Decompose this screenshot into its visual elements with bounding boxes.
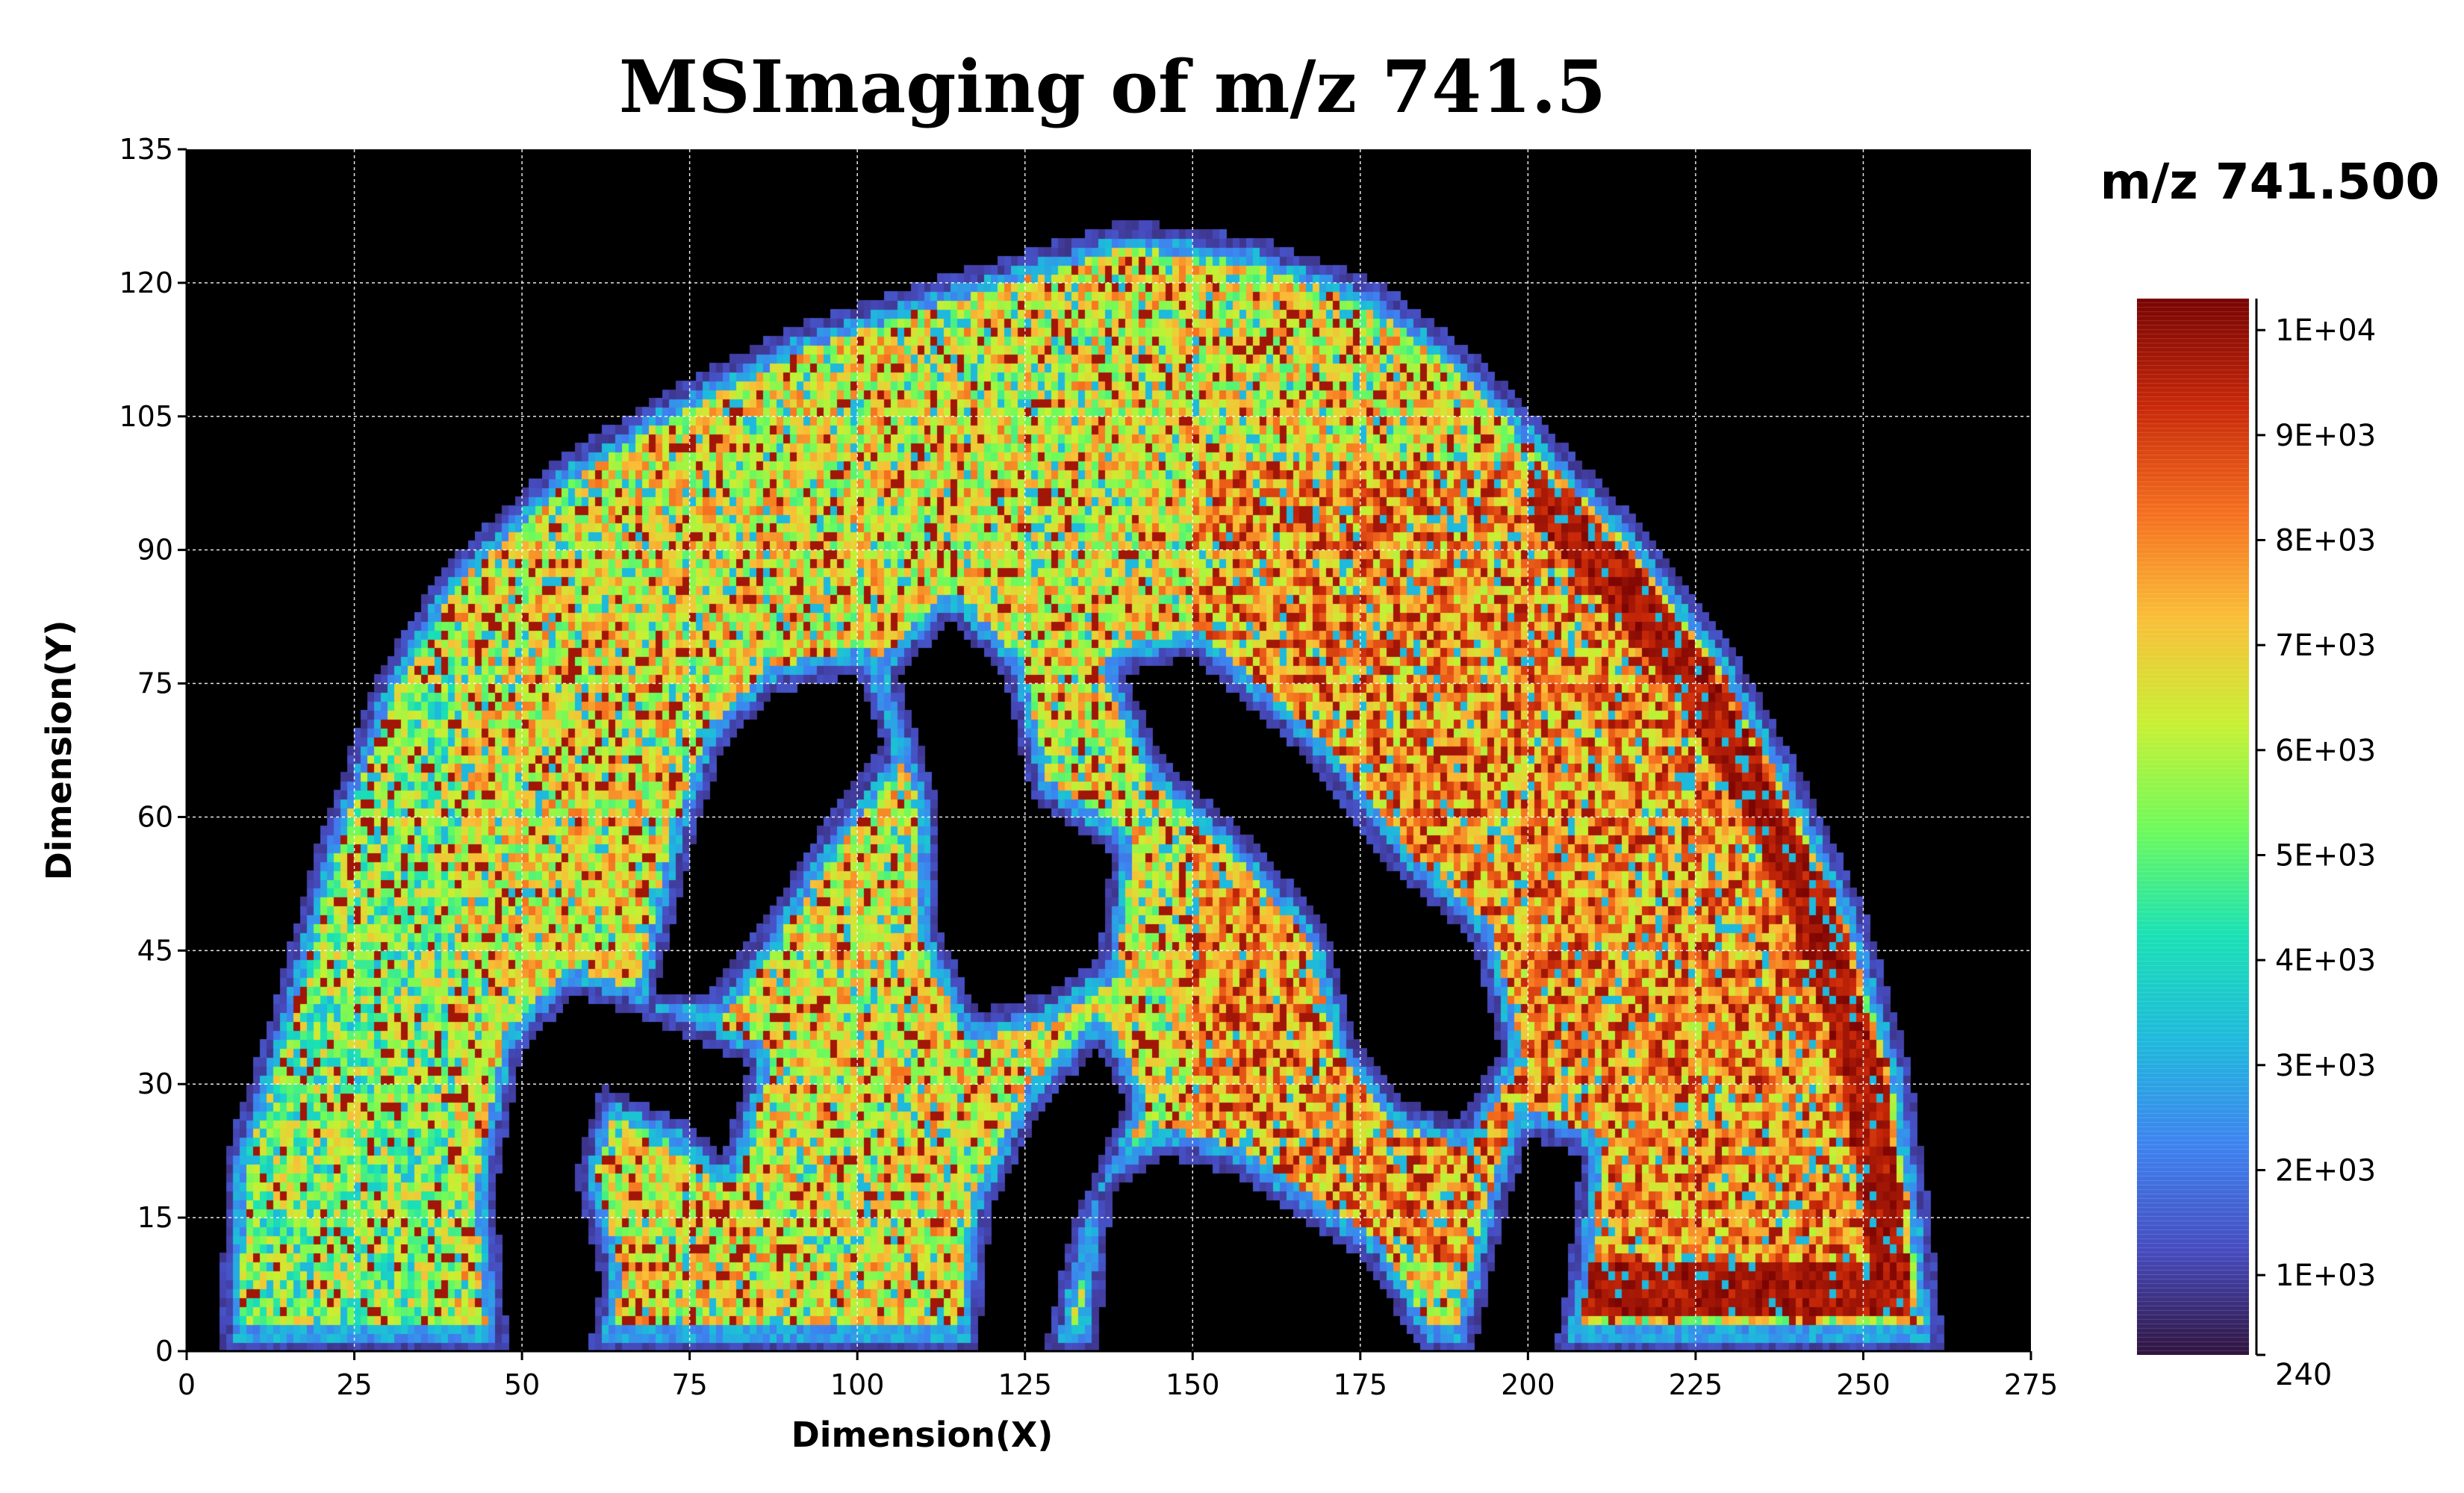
y-tick-label: 15 bbox=[137, 1201, 173, 1234]
x-tick-label: 225 bbox=[1669, 1368, 1723, 1401]
x-tick-label: 275 bbox=[2004, 1368, 2059, 1401]
x-tick-label: 25 bbox=[336, 1368, 372, 1401]
y-axis-title: Dimension(Y) bbox=[39, 620, 79, 881]
x-tick-label: 250 bbox=[1836, 1368, 1891, 1401]
colorbar-gradient bbox=[2137, 299, 2249, 1355]
x-tick-label: 75 bbox=[671, 1368, 707, 1401]
y-tick-label: 105 bbox=[119, 400, 173, 433]
colorbar-title: m/z 741.500 bbox=[2100, 153, 2440, 211]
plot-area bbox=[187, 149, 2031, 1351]
ion-image-heatmap bbox=[187, 149, 2031, 1351]
x-axis-title: Dimension(X) bbox=[791, 1415, 1054, 1455]
chart-title: MSImaging of m/z 741.5 bbox=[618, 45, 1607, 129]
x-tick-label: 150 bbox=[1166, 1368, 1220, 1401]
x-tick-label: 175 bbox=[1334, 1368, 1388, 1401]
y-tick-label: 30 bbox=[137, 1067, 173, 1100]
y-tick-label: 0 bbox=[155, 1335, 173, 1368]
y-tick-label: 45 bbox=[137, 934, 173, 967]
y-tick-label: 75 bbox=[137, 667, 173, 700]
y-tick-label: 135 bbox=[119, 133, 173, 166]
x-tick-label: 50 bbox=[504, 1368, 540, 1401]
x-tick-label: 125 bbox=[998, 1368, 1052, 1401]
y-tick-label: 60 bbox=[137, 800, 173, 833]
x-tick-label: 0 bbox=[178, 1368, 196, 1401]
x-tick-label: 200 bbox=[1501, 1368, 1555, 1401]
y-tick-label: 90 bbox=[137, 534, 173, 567]
x-tick-label: 100 bbox=[830, 1368, 885, 1401]
y-tick-label: 120 bbox=[119, 267, 173, 299]
